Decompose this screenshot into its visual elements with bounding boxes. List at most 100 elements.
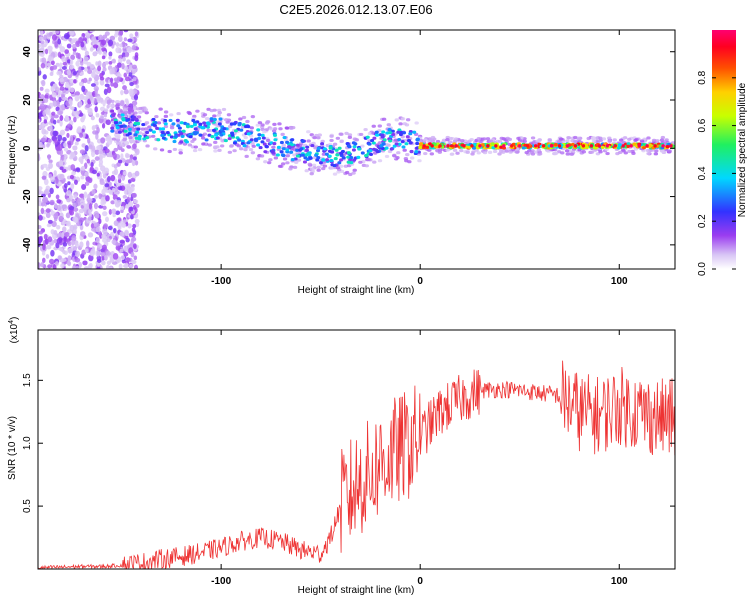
spectrogram-point	[104, 183, 110, 188]
spectrogram-point	[38, 112, 43, 117]
spectrogram-point	[250, 151, 256, 155]
spectrogram-point	[586, 136, 591, 141]
spectrogram-point	[415, 141, 420, 146]
spectrogram-point	[144, 121, 150, 125]
spectrogram-point	[236, 144, 242, 148]
spectrogram-point	[82, 260, 88, 266]
spectrogram-point	[202, 113, 208, 117]
spectrogram-point	[50, 60, 55, 66]
spectrogram-point	[54, 261, 59, 266]
spectrogram-point	[311, 163, 317, 167]
spectrogram-point	[136, 121, 141, 126]
spectrogram-point	[48, 258, 55, 265]
spectrogram-point	[407, 160, 412, 164]
spectrogram-point	[189, 124, 194, 129]
spectrogram-point	[43, 98, 49, 103]
spectrogram-point	[96, 243, 102, 249]
spectrogram-point	[322, 164, 328, 168]
spectrogram-point	[260, 127, 265, 131]
spectrogram-point	[79, 93, 85, 101]
spectrogram-point	[217, 148, 222, 152]
spectrogram-point	[120, 255, 125, 261]
spectrogram-point	[197, 148, 203, 152]
spectrogram-point	[327, 149, 332, 153]
spectrogram-point	[115, 210, 121, 216]
spectrogram-point	[51, 221, 57, 228]
spectrogram-y-tick-label: -40	[22, 237, 33, 252]
spectrogram-point	[108, 51, 113, 57]
spectrogram-point	[102, 211, 108, 217]
spectrogram-point	[55, 177, 59, 184]
spectrogram-point	[320, 142, 325, 146]
spectrogram-point	[88, 144, 93, 150]
spectrogram-point	[106, 260, 112, 266]
spectrogram-point	[472, 146, 477, 150]
spectrogram-point	[172, 139, 177, 144]
spectrogram-point	[621, 144, 625, 148]
spectrogram-point	[123, 72, 128, 78]
spectrogram-point	[132, 205, 137, 210]
spectrogram-point	[229, 144, 234, 148]
spectrogram-point	[66, 190, 72, 197]
spectrogram-point	[117, 178, 122, 184]
spectrogram-point	[263, 150, 268, 154]
spectrogram-point	[566, 152, 571, 156]
spectrogram-point	[66, 69, 72, 76]
spectrogram-point	[396, 130, 401, 134]
spectrogram-point	[292, 153, 297, 157]
spectrogram-point	[285, 140, 290, 144]
spectrogram-point	[295, 143, 300, 147]
spectrogram-point	[211, 128, 216, 132]
spectrogram-point	[129, 206, 134, 212]
spectrogram-point	[38, 154, 41, 161]
spectrogram-point	[102, 67, 107, 72]
spectrogram-point	[374, 130, 379, 134]
spectrogram-point	[491, 146, 496, 150]
spectrogram-point	[478, 139, 483, 144]
spectrogram-point	[306, 130, 311, 134]
spectrogram-point	[312, 136, 317, 140]
spectrogram-point	[485, 137, 491, 141]
spectrogram-point	[213, 145, 218, 149]
spectrogram-point	[238, 147, 244, 151]
spectrogram-point	[335, 153, 340, 157]
spectrogram-point	[127, 38, 133, 43]
spectrogram-point	[111, 113, 116, 118]
spectrogram-point	[135, 148, 140, 156]
spectrogram-point	[360, 144, 365, 148]
spectrogram-point	[510, 144, 514, 148]
spectrogram-point	[79, 71, 84, 76]
spectrogram-point	[105, 195, 110, 202]
spectrogram-point	[460, 138, 465, 143]
spectrogram-point	[369, 152, 374, 157]
spectrogram-point	[53, 119, 57, 125]
spectrogram-point	[123, 30, 129, 33]
spectrogram-point	[122, 56, 126, 62]
spectrogram-point	[127, 127, 132, 131]
spectrogram-y-tick-label: -20	[22, 189, 33, 204]
spectrogram-point	[590, 135, 596, 140]
spectrogram-point	[58, 215, 64, 223]
spectrogram-point	[109, 103, 115, 108]
spectrogram-point	[307, 162, 312, 166]
spectrogram-point	[123, 129, 128, 133]
spectrogram-x-tick-label: 0	[417, 276, 423, 287]
spectrogram-point	[63, 183, 68, 189]
spectrogram-point	[200, 126, 205, 130]
spectrogram-point	[105, 119, 111, 126]
spectrogram-point	[381, 117, 387, 121]
spectrogram-point	[449, 152, 455, 156]
spectrogram-point	[48, 31, 53, 37]
spectrogram-point	[672, 145, 675, 149]
spectrogram-point	[289, 150, 294, 154]
spectrogram-point	[372, 160, 377, 164]
spectrogram-point	[270, 149, 275, 154]
spectrogram-point	[126, 196, 131, 203]
spectrogram-point	[127, 223, 132, 229]
spectrogram-y-tick-label: 0	[22, 145, 33, 151]
spectrogram-point	[59, 159, 64, 166]
spectrogram-point	[402, 131, 407, 135]
spectrogram-point	[151, 134, 156, 138]
spectrogram-point	[204, 138, 209, 142]
spectrogram-point	[38, 236, 43, 243]
